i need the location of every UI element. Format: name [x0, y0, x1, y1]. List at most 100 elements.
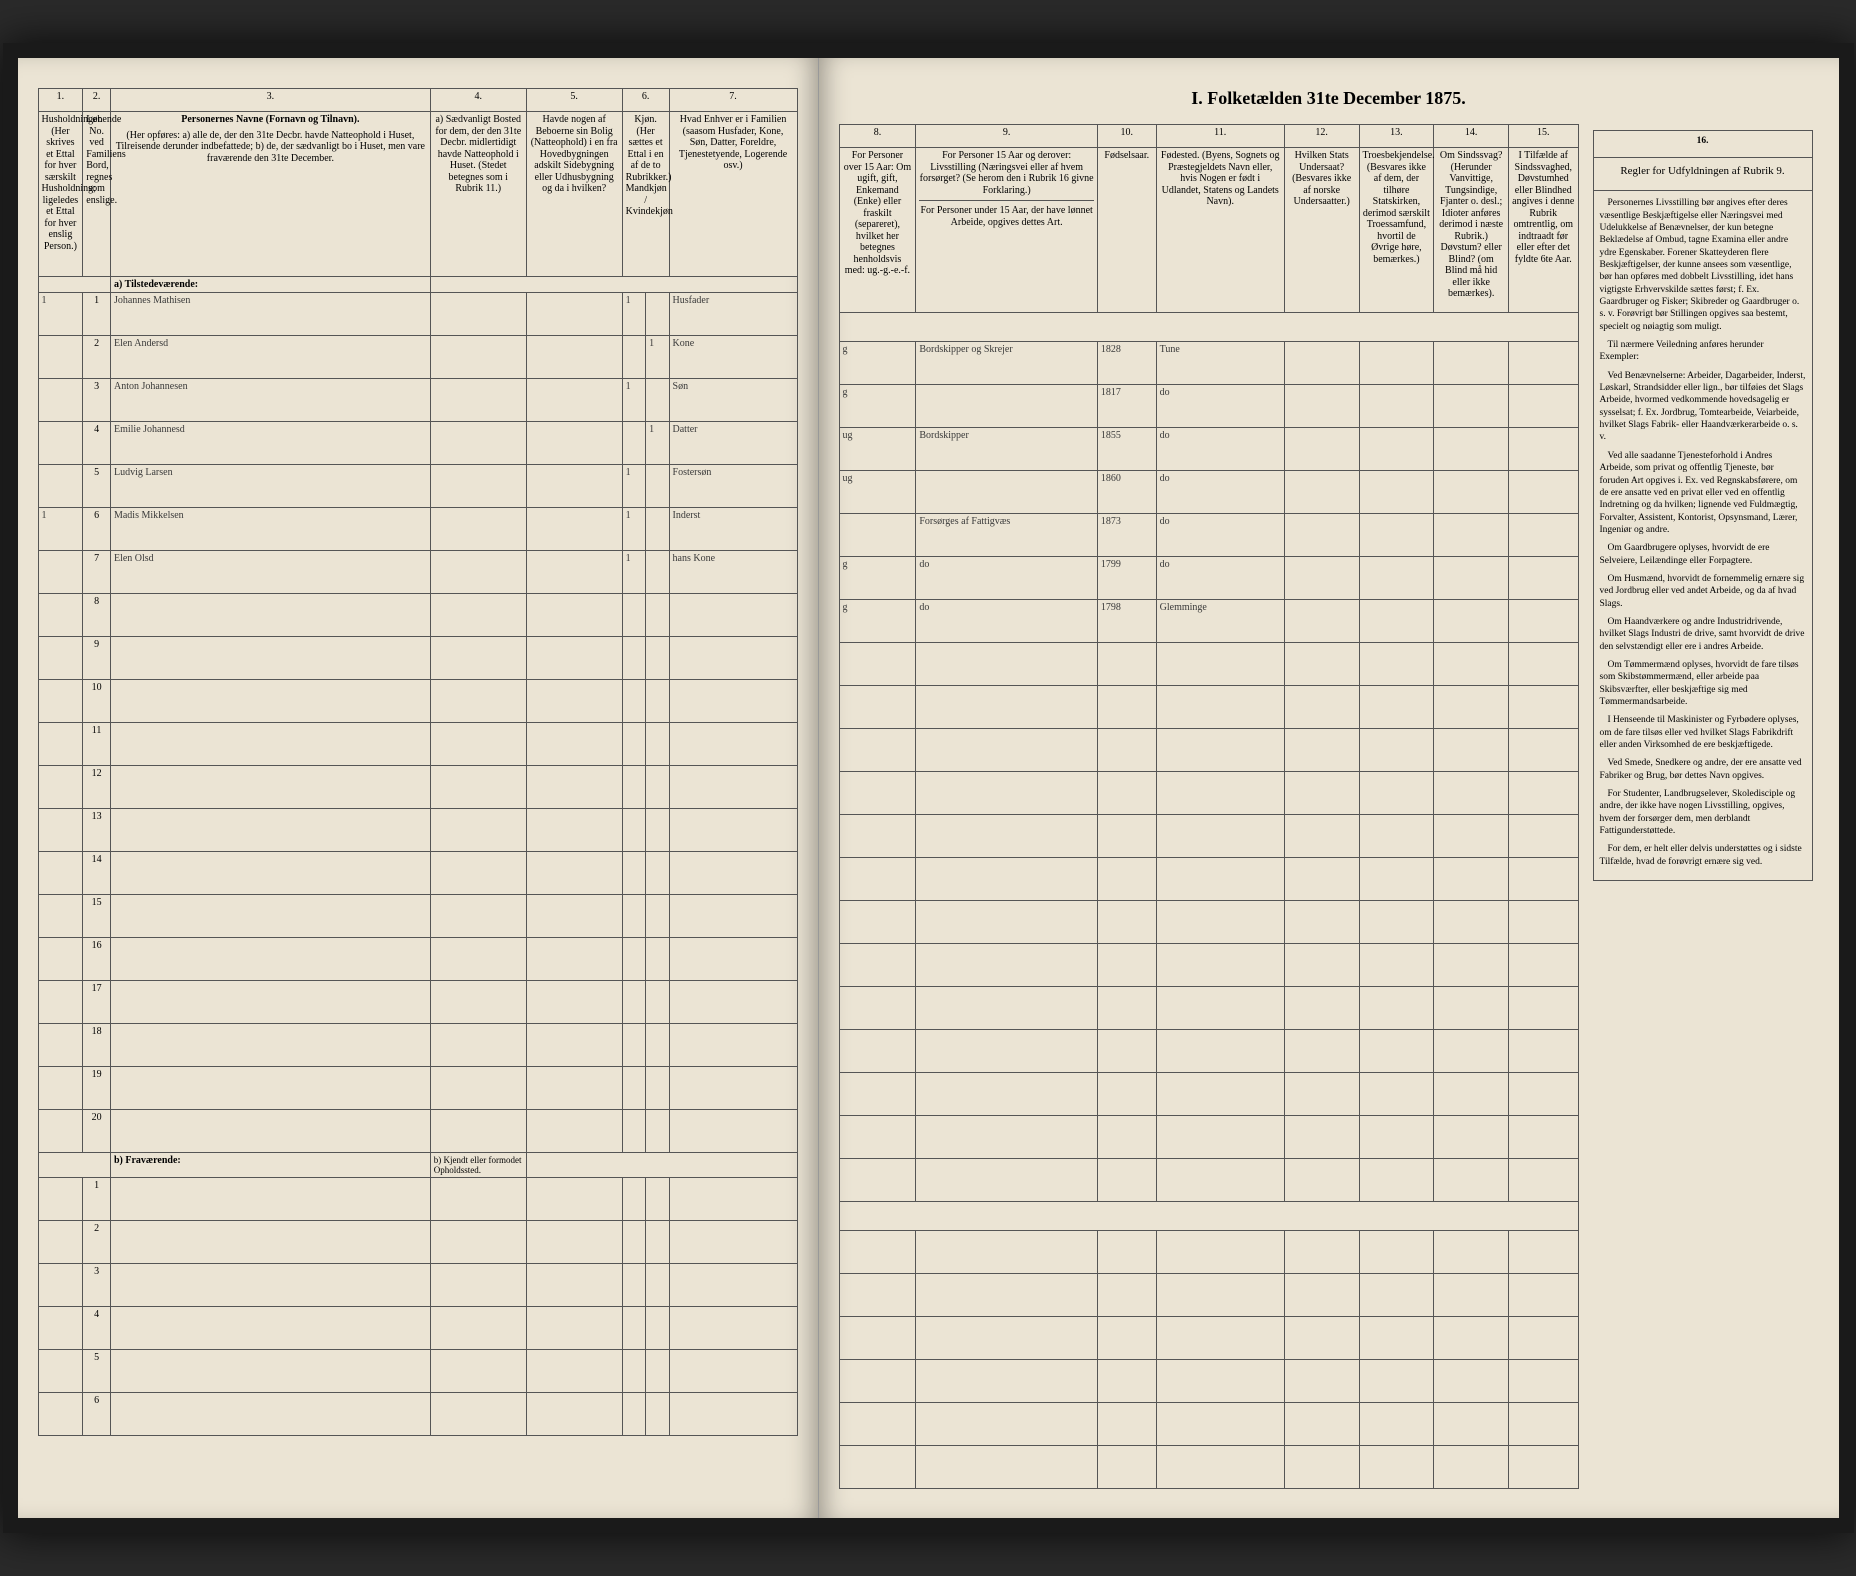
cell-occupation: Forsørges af Fattigvæs — [916, 514, 1098, 557]
cell-rownum: 17 — [83, 981, 111, 1024]
cell — [622, 680, 645, 723]
cell-occupation — [916, 1030, 1098, 1073]
cell — [526, 1024, 622, 1067]
colnum-row: 8. 9. 10. 11. 12. 13. 14. 15. — [839, 125, 1578, 148]
table-row — [839, 1446, 1578, 1489]
cell-birthplace: do — [1156, 428, 1284, 471]
cell — [1434, 858, 1509, 901]
cell-name — [110, 1110, 430, 1153]
cell-marital — [839, 987, 916, 1030]
cell-birthplace — [1156, 987, 1284, 1030]
header-title: For Personer 15 Aar og derover: Livsstil… — [919, 150, 1094, 196]
cell-household — [38, 895, 83, 938]
cell — [1284, 385, 1359, 428]
cell — [430, 1024, 526, 1067]
cell — [622, 594, 645, 637]
table-row: 1 — [38, 1178, 797, 1221]
cell — [1359, 858, 1434, 901]
cell-occupation: do — [916, 600, 1098, 643]
colnum: 15. — [1509, 125, 1578, 148]
cell-relation — [669, 723, 797, 766]
cell-relation — [669, 594, 797, 637]
cell — [1359, 815, 1434, 858]
cell-marital — [839, 944, 916, 987]
cell — [1284, 643, 1359, 686]
cell — [526, 852, 622, 895]
cell-birthplace: do — [1156, 514, 1284, 557]
cell — [430, 680, 526, 723]
cell — [526, 508, 622, 551]
cell-name: Elen Andersd — [110, 336, 430, 379]
page-title: I. Folketælden 31te December 1875. — [839, 88, 1819, 109]
cell — [622, 637, 645, 680]
cell-birthyear: 1873 — [1097, 514, 1156, 557]
cell — [622, 1024, 645, 1067]
table-row: 3 — [38, 1264, 797, 1307]
cell — [622, 723, 645, 766]
cell — [622, 766, 645, 809]
instruction-para: For Studenter, Landbrugselever, Skoledis… — [1600, 788, 1806, 837]
cell — [1434, 557, 1509, 600]
cell-household — [38, 938, 83, 981]
table-row — [839, 901, 1578, 944]
cell-name — [110, 938, 430, 981]
cell-birthplace — [1156, 772, 1284, 815]
cell-household — [38, 379, 83, 422]
cell-household: 1 — [38, 293, 83, 336]
table-row: 7 Elen Olsd 1 hans Kone — [38, 551, 797, 594]
cell-birthplace: do — [1156, 385, 1284, 428]
cell — [1359, 729, 1434, 772]
cell-household — [38, 1110, 83, 1153]
cell-occupation — [916, 385, 1098, 428]
cell — [646, 680, 669, 723]
cell: 1 — [622, 551, 645, 594]
cell — [1509, 901, 1578, 944]
cell-name: Madis Mikkelsen — [110, 508, 430, 551]
cell-birthyear — [1097, 901, 1156, 944]
cell — [1434, 987, 1509, 1030]
cell — [430, 895, 526, 938]
cell — [1434, 729, 1509, 772]
cell — [1284, 342, 1359, 385]
cell — [1434, 342, 1509, 385]
cell — [526, 938, 622, 981]
cell-name — [110, 852, 430, 895]
cell-birthplace — [1156, 643, 1284, 686]
table-row — [839, 1274, 1578, 1317]
cell-rownum: 4 — [83, 422, 111, 465]
table-row — [839, 987, 1578, 1030]
header: Personernes Navne (Fornavn og Tilnavn). … — [110, 112, 430, 277]
cell — [526, 293, 622, 336]
cell — [430, 809, 526, 852]
cell — [430, 336, 526, 379]
cell-marital: g — [839, 600, 916, 643]
cell-birthplace — [1156, 944, 1284, 987]
colnum: 1. — [38, 89, 83, 112]
cell — [1434, 385, 1509, 428]
cell — [1509, 600, 1578, 643]
cell — [622, 981, 645, 1024]
cell-marital: g — [839, 557, 916, 600]
header-row: For Personer over 15 Aar: Om ugift, gift… — [839, 148, 1578, 313]
cell-marital: g — [839, 385, 916, 428]
colnum-row: 1. 2. 3. 4. 5. 6. 7. — [38, 89, 797, 112]
cell — [646, 379, 669, 422]
cell — [430, 766, 526, 809]
left-table: 1. 2. 3. 4. 5. 6. 7. Husholdninger. (Her… — [38, 88, 798, 1436]
table-row: 1 6 Madis Mikkelsen 1 Inderst — [38, 508, 797, 551]
cell — [1509, 944, 1578, 987]
instruction-para: Om Husmænd, hvorvidt de fornemmelig ernæ… — [1600, 573, 1806, 610]
cell-name: Emilie Johannesd — [110, 422, 430, 465]
table-row: g 1817 do — [839, 385, 1578, 428]
cell — [622, 1067, 645, 1110]
cell-occupation — [916, 686, 1098, 729]
cell — [1509, 643, 1578, 686]
cell-marital: ug — [839, 428, 916, 471]
table-row — [839, 1073, 1578, 1116]
cell — [1509, 428, 1578, 471]
cell-birthyear: 1799 — [1097, 557, 1156, 600]
cell — [430, 852, 526, 895]
instruction-para: Ved Smede, Snedkere og andre, der ere an… — [1600, 757, 1806, 782]
table-row — [839, 1360, 1578, 1403]
cell — [430, 938, 526, 981]
